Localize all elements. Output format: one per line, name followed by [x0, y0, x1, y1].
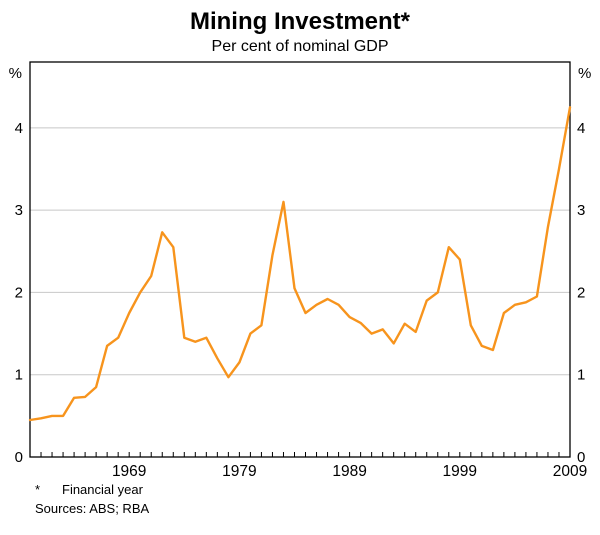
footnotes: * Financial year Sources: ABS; RBA: [35, 481, 149, 519]
footnote: * Financial year: [35, 481, 149, 500]
x-axis-label: 1999: [443, 463, 477, 478]
chart-svg: 0 0 1 1 2 2 3 3 4 4% % 1969 1979 1989 1999 2009: [9, 61, 591, 478]
footnote-marker: *: [35, 482, 41, 497]
y-axis-label-left: 3: [15, 202, 23, 219]
plot-frame: [29, 61, 571, 458]
y-axis-label-right: 2: [577, 284, 585, 301]
footnote-text: Financial year: [62, 482, 143, 497]
y-axis-label-left: 1: [15, 367, 23, 384]
x-axis-label: 1979: [222, 463, 256, 478]
x-axis-label: 2009: [553, 463, 587, 478]
data-line-mining-investment: [28, 106, 572, 422]
unit-label-left: %: [9, 65, 22, 82]
sources-note: Sources: ABS; RBA: [35, 500, 150, 516]
chart-title: Mining Investment*: [189, 8, 411, 35]
y-axis-label-left: 0: [15, 449, 23, 466]
y-axis-label-left: 4: [15, 120, 23, 137]
x-axis-label: 1969: [112, 463, 146, 478]
unit-label-right: %: [578, 65, 591, 82]
x-axis-label: 1989: [332, 463, 366, 478]
y-axis-label-right: 4: [577, 120, 585, 137]
y-axis-label-right: 1: [577, 367, 585, 384]
chart-subtitle: Per cent of nominal GDP: [211, 38, 389, 55]
y-axis-label-right: 0: [577, 449, 585, 466]
y-axis-label-left: 2: [15, 284, 23, 301]
y-axis-label-right: 3: [577, 202, 585, 219]
